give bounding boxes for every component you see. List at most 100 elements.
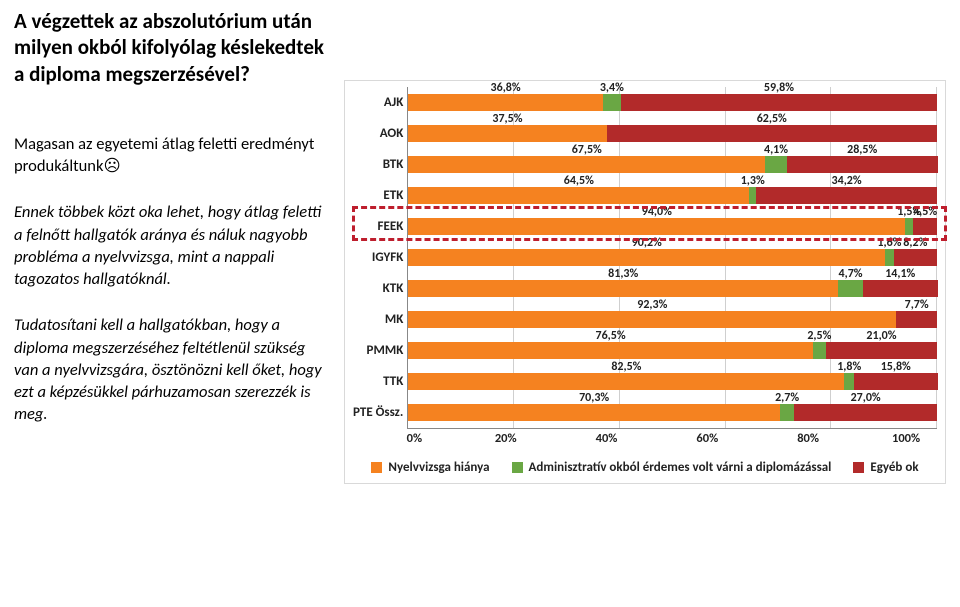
bar-segment: 1,5%	[905, 218, 913, 235]
bar-value-label: 94,0%	[642, 205, 672, 219]
bar-segment: 15,8%	[854, 373, 938, 390]
bar-value-label: 28,5%	[847, 143, 877, 157]
bar-value-label: 7,7%	[905, 298, 929, 312]
bar-segment: 64,5%	[408, 187, 749, 204]
bar-segment: 1,6%	[885, 249, 893, 266]
y-axis-label: MK	[353, 304, 403, 335]
bar-segment: 7,7%	[896, 311, 937, 328]
bar-value-label: 1,3%	[741, 174, 765, 188]
bar-segment: 67,5%	[408, 156, 765, 173]
bar-value-label: 27,0%	[851, 391, 881, 405]
chart-x-axis: 0% 20% 40% 60% 80% 100%	[353, 431, 937, 446]
bar-segment: 94,0%	[408, 218, 905, 235]
paragraph-2: Ennek többek közt oka lehet, hogy átlag …	[14, 201, 330, 290]
chart-y-labels: AJKAOKBTKETKFEEKIGYFKKTKMKPMMKTTKPTE Öss…	[353, 87, 407, 429]
bar-value-label: 92,3%	[637, 298, 667, 312]
y-axis-label: FEEK	[353, 211, 403, 242]
bar-segment: 2,7%	[780, 404, 794, 421]
bar-segment: 37,5%	[408, 125, 606, 142]
y-axis-label: ETK	[353, 180, 403, 211]
bar-segment: 27,0%	[794, 404, 937, 421]
bar-segment: 59,8%	[621, 94, 937, 111]
bar-segment: 62,5%	[607, 125, 937, 142]
legend-swatch-1	[371, 462, 382, 473]
y-axis-label: PMMK	[353, 335, 403, 366]
bar-segment: 8,2%	[894, 249, 937, 266]
x-tick-label: 60%	[696, 431, 718, 446]
chart-x-ticks: 0%20%40%60%80%100%	[411, 431, 937, 446]
chart-row: 81,3%4,7%14,1%	[408, 273, 937, 304]
x-tick-label: 100%	[892, 431, 920, 446]
y-axis-label: PTE Össz.	[353, 397, 403, 428]
bar-value-label: 64,5%	[564, 174, 594, 188]
bar-value-label: 14,1%	[885, 267, 915, 281]
bar-segment: 34,2%	[756, 187, 937, 204]
bar-value-label: 2,7%	[775, 391, 799, 405]
bar-value-label: 76,5%	[595, 329, 625, 343]
bar-segment: 82,5%	[408, 373, 844, 390]
bar-value-label: 1,6%	[877, 236, 901, 250]
bar-segment: 4,5%	[913, 218, 937, 235]
y-axis-label: KTK	[353, 273, 403, 304]
bar-segment: 1,8%	[844, 373, 854, 390]
legend-label-3: Egyéb ok	[870, 460, 918, 475]
bar-value-label: 21,0%	[866, 329, 896, 343]
bar-value-label: 1,8%	[837, 360, 861, 374]
bar-value-label: 70,3%	[579, 391, 609, 405]
bar-value-label: 62,5%	[757, 112, 787, 126]
bar-value-label: 4,7%	[839, 267, 863, 281]
chart-row: 92,3%7,7%	[408, 304, 937, 335]
bar-value-label: 4,5%	[913, 205, 937, 219]
bar-segment: 3,4%	[603, 94, 621, 111]
bar-segment: 14,1%	[863, 280, 938, 297]
y-axis-label: AOK	[353, 118, 403, 149]
y-axis-label: TTK	[353, 366, 403, 397]
bar-segment: 36,8%	[408, 94, 603, 111]
page-title: A végzettek az abszolutórium után milyen…	[14, 8, 330, 87]
legend-label-2: Adminisztratív okból érdemes volt várni …	[529, 460, 832, 475]
y-axis-label: IGYFK	[353, 242, 403, 273]
bar-value-label: 36,8%	[491, 81, 521, 95]
bar-segment: 81,3%	[408, 280, 838, 297]
bar-value-label: 3,4%	[600, 81, 624, 95]
chart-legend: Nyelvvizsga hiánya Adminisztratív okból …	[353, 460, 937, 475]
x-tick-label: 40%	[596, 431, 618, 446]
bar-value-label: 8,2%	[903, 236, 927, 250]
legend-item-1: Nyelvvizsga hiánya	[371, 460, 489, 475]
y-axis-label: AJK	[353, 87, 403, 118]
bar-segment: 4,7%	[838, 280, 863, 297]
chart-row: 94,0%1,5%4,5%	[408, 211, 937, 242]
chart-frame: AJKAOKBTKETKFEEKIGYFKKTKMKPMMKTTKPTE Öss…	[344, 80, 946, 484]
x-tick-label: 20%	[495, 431, 517, 446]
chart-body: AJKAOKBTKETKFEEKIGYFKKTKMKPMMKTTKPTE Öss…	[353, 87, 937, 429]
bar-segment: 92,3%	[408, 311, 896, 328]
chart-row: 64,5%1,3%34,2%	[408, 180, 937, 211]
bar-segment: 90,2%	[408, 249, 885, 266]
x-tick-label: 80%	[797, 431, 819, 446]
bar-value-label: 90,2%	[632, 236, 662, 250]
paragraph-3: Tudatosítani kell a hallgatókban, hogy a…	[14, 314, 330, 425]
legend-swatch-3	[853, 462, 864, 473]
bar-value-label: 34,2%	[832, 174, 862, 188]
bar-segment: 76,5%	[408, 342, 812, 359]
paragraph-1: Magasan az egyetemi átlag feletti eredmé…	[14, 133, 330, 178]
chart-row: 36,8%3,4%59,8%	[408, 87, 937, 118]
y-axis-label: BTK	[353, 149, 403, 180]
bar-segment: 4,1%	[765, 156, 787, 173]
chart-row: 70,3%2,7%27,0%	[408, 397, 937, 428]
legend-item-3: Egyéb ok	[853, 460, 918, 475]
bar-value-label: 81,3%	[608, 267, 638, 281]
bar-value-label: 67,5%	[572, 143, 602, 157]
bar-segment: 1,3%	[749, 187, 756, 204]
chart-plot-area: 36,8%3,4%59,8%37,5%62,5%67,5%4,1%28,5%64…	[407, 87, 937, 429]
bar-segment: 2,5%	[813, 342, 826, 359]
bar-value-label: 4,1%	[764, 143, 788, 157]
bar-value-label: 15,8%	[881, 360, 911, 374]
chart-rows: 36,8%3,4%59,8%37,5%62,5%67,5%4,1%28,5%64…	[408, 87, 937, 428]
legend-item-2: Adminisztratív okból érdemes volt várni …	[512, 460, 832, 475]
x-tick-label: 0%	[407, 431, 422, 446]
bar-segment: 70,3%	[408, 404, 780, 421]
bar-value-label: 82,5%	[611, 360, 641, 374]
bar-value-label: 37,5%	[492, 112, 522, 126]
legend-label-1: Nyelvvizsga hiánya	[388, 460, 489, 475]
